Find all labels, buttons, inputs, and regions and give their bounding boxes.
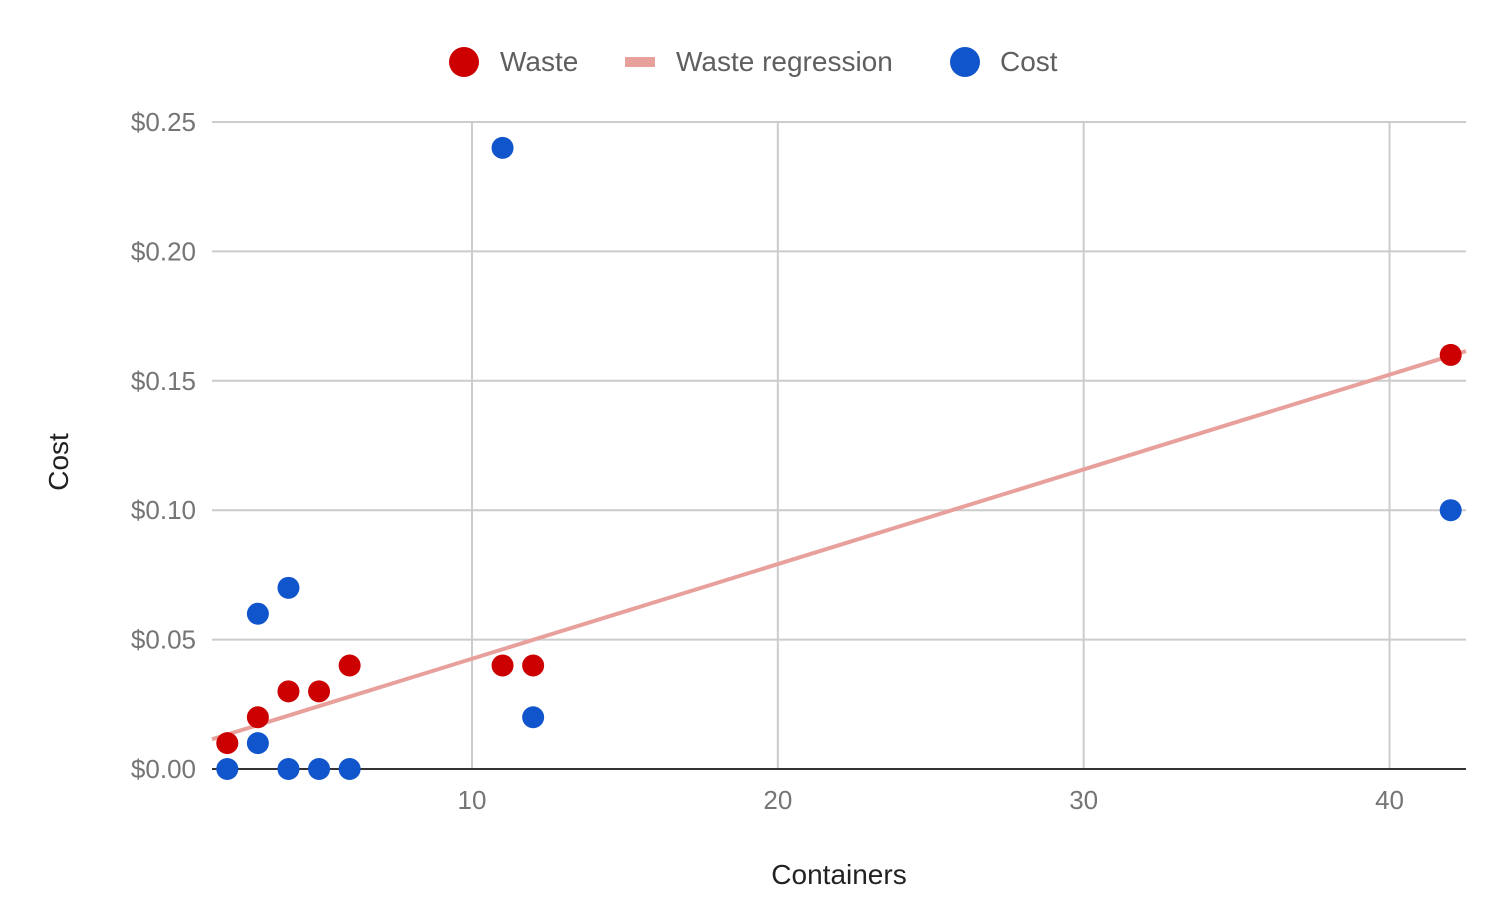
legend-label-waste-regression[interactable]: Waste regression — [676, 46, 893, 77]
legend[interactable]: Waste Waste regression Cost — [449, 46, 1058, 77]
x-tick-label: 10 — [458, 785, 487, 815]
waste-point — [338, 654, 361, 677]
waste-point — [308, 680, 331, 703]
legend-label-waste[interactable]: Waste — [500, 46, 578, 77]
cost-point — [308, 758, 331, 780]
waste-point — [246, 706, 269, 729]
legend-marker-cost — [950, 47, 980, 77]
waste-regression-line — [211, 349, 1467, 742]
trendline-layer — [211, 349, 1467, 742]
gridlines — [212, 121, 1466, 770]
y-tick-label: $0.15 — [131, 366, 196, 396]
y-tick-label: $0.25 — [131, 107, 196, 137]
legend-label-cost[interactable]: Cost — [1000, 46, 1058, 77]
x-tick-label: 20 — [763, 785, 792, 815]
waste-point — [216, 732, 239, 755]
x-tick-label: 40 — [1375, 785, 1404, 815]
y-tick-label: $0.20 — [131, 236, 196, 266]
y-tick-label: $0.05 — [131, 625, 196, 655]
cost-point — [246, 602, 269, 625]
cost-point — [338, 758, 361, 780]
waste-point — [522, 654, 545, 677]
cost-point — [522, 706, 545, 729]
y-tick-label: $0.10 — [131, 495, 196, 525]
x-tick-label: 30 — [1069, 785, 1098, 815]
cost-point — [1439, 499, 1462, 522]
waste-point — [1439, 343, 1462, 366]
waste-point — [277, 680, 300, 703]
legend-marker-waste-regression — [625, 57, 655, 67]
y-tick-label: $0.00 — [131, 754, 196, 784]
tick-labels: $0.00 $0.05 $0.10 $0.15 $0.20 $0.25 10 20 30 40 — [131, 107, 1404, 815]
cost-point — [277, 758, 300, 780]
waste-point — [491, 654, 514, 677]
cost-point — [216, 758, 239, 780]
data-points — [216, 136, 1462, 780]
y-axis-title: Cost — [43, 433, 74, 491]
x-axis-title: Containers — [771, 859, 906, 890]
legend-marker-waste — [449, 47, 479, 77]
cost-point — [277, 576, 300, 599]
cost-point — [491, 136, 514, 159]
cost-point — [246, 732, 269, 755]
